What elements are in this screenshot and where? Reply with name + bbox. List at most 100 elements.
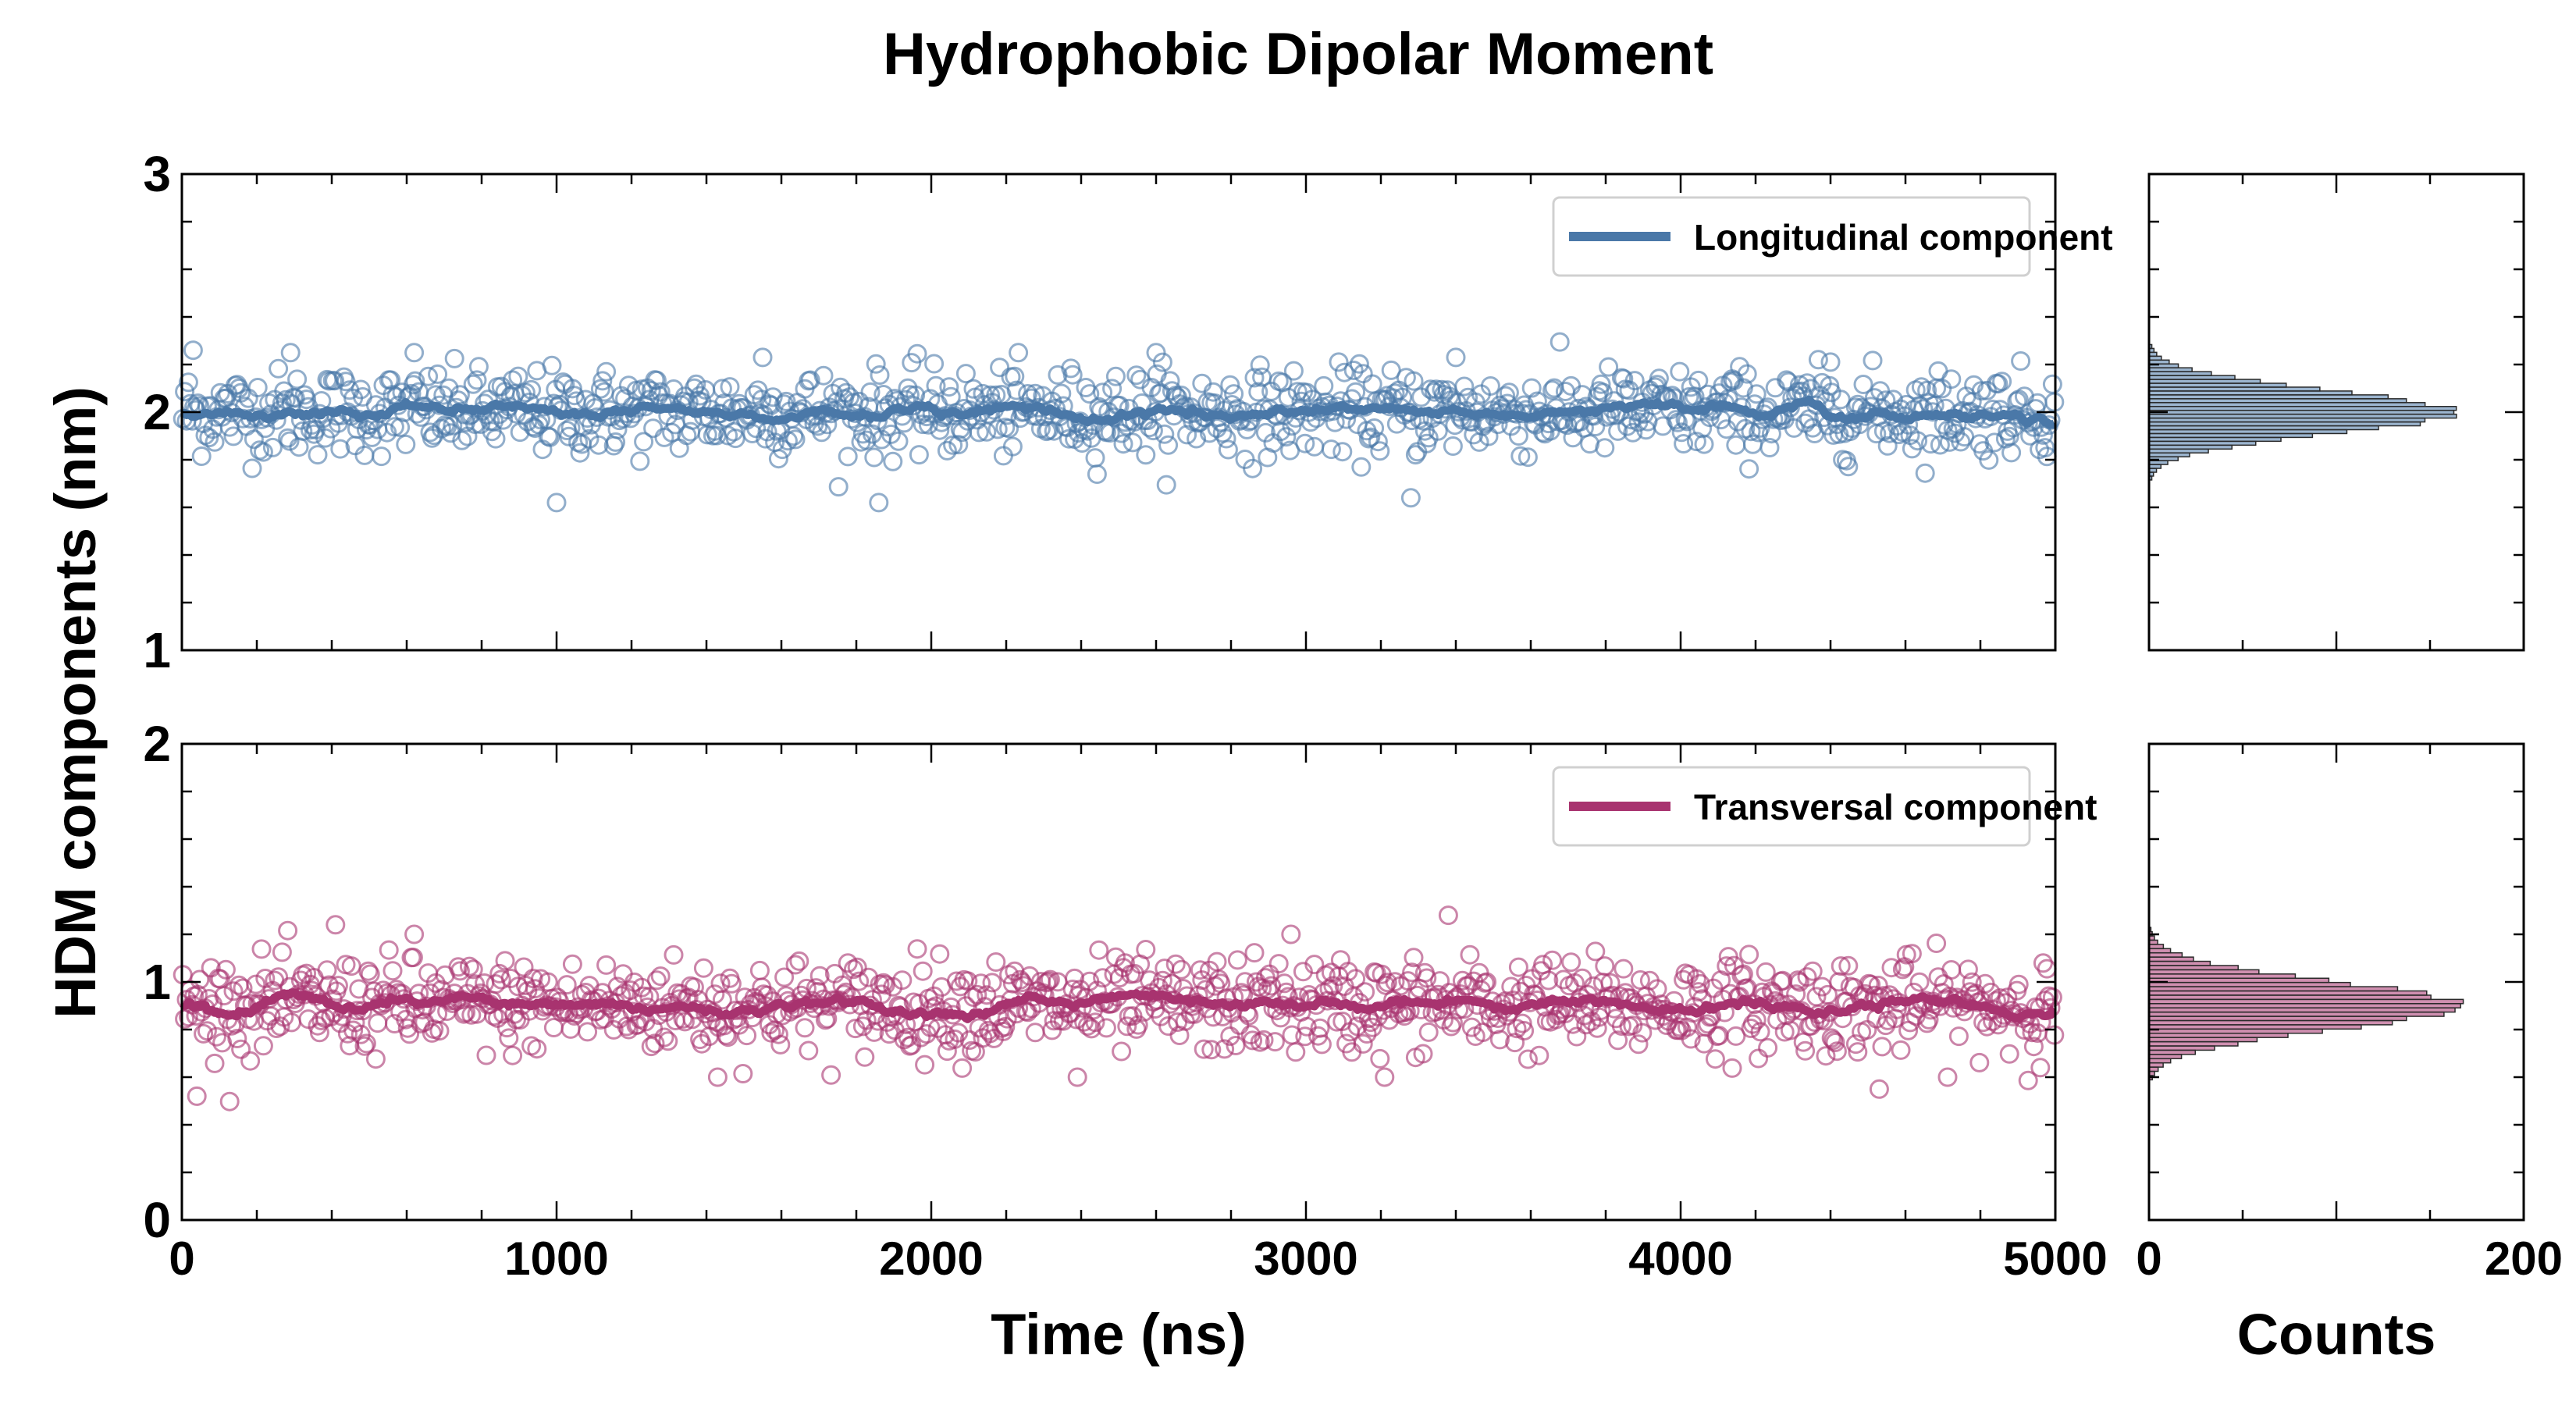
data-point [1686,969,1706,989]
data-point [828,477,849,497]
data-point [1671,422,1692,443]
data-point [716,1025,736,1045]
x-tick-label: 1000 [504,1232,608,1285]
data-point [1909,972,1930,992]
data-point [1025,1023,1045,1043]
data-point [372,446,392,467]
data-point [969,1018,989,1038]
hist-x-tick-label: 0 [2136,1232,2161,1285]
data-point [495,951,515,971]
data-point [1243,458,1263,478]
data-point [1868,976,1888,995]
data-point [1480,376,1500,396]
data-point [191,446,212,466]
data-point [1599,357,1619,377]
data-point [1674,434,1694,454]
data-point [269,967,289,987]
data-point [450,961,470,981]
data-point [1608,421,1628,441]
data-point [982,973,1002,993]
data-point [1845,1034,1866,1055]
data-point [287,369,308,389]
data-point [190,969,210,990]
data-point [712,990,732,1010]
data-point [503,1045,523,1065]
data-point [955,364,976,384]
data-point [1227,950,1247,970]
histogram-bar [2148,1003,2461,1008]
data-point [1780,1020,1800,1040]
data-point [1973,1012,1994,1033]
data-point [1268,954,1289,974]
running-average-line [180,988,2057,1023]
data-point [491,969,511,990]
data-point [1254,1030,1274,1050]
data-point [297,389,317,410]
longitudinal-histogram-panel [2147,173,2525,652]
data-point [1517,1049,1538,1069]
data-point [187,1086,207,1106]
data-point [813,365,834,386]
data-point [1156,475,1176,495]
data-point [1737,364,1757,384]
histogram-bar [2148,956,2194,962]
data-point [1417,968,1437,988]
data-point [242,458,262,478]
data-point [1051,383,1072,404]
x-tick-label: 2000 [879,1232,983,1285]
data-point [1690,973,1710,994]
data-point [317,960,337,980]
data-point [270,1016,290,1037]
data-point [1113,434,1133,454]
data-point [244,429,264,450]
data-point [918,414,938,435]
data-point [1595,956,1615,976]
data-point [523,969,543,989]
data-point [930,944,950,964]
data-point [899,385,920,405]
data-point [1941,369,1962,389]
histogram-bar [2148,1040,2239,1047]
data-point [1623,422,1643,443]
data-point [761,1023,781,1043]
data-point [486,429,506,449]
data-point [1507,1019,1527,1039]
data-point [1872,1037,1892,1057]
data-point [1105,366,1126,386]
data-point [1018,384,1038,404]
data-point [1304,955,1325,975]
histogram-bar [2148,951,2183,958]
legend-label: Transversal component [1694,787,2097,827]
data-point [1838,457,1859,477]
histogram-bar [2148,939,2158,945]
data-point [384,417,404,437]
data-point [278,920,298,941]
data-point [1295,433,1315,454]
x-axis-label-time: Time (ns) [991,1302,1247,1367]
data-point [1235,972,1255,992]
data-point [1400,488,1421,508]
data-point [1334,362,1354,382]
data-point [1863,350,1883,371]
data-point [1802,961,1823,981]
data-point [429,1021,450,1041]
scatter-points [173,332,2065,513]
data-point [557,975,577,995]
data-point [1733,964,1753,984]
data-point [330,439,350,459]
data-point [382,961,403,981]
data-point [1892,959,1912,980]
data-point [1848,1042,1868,1062]
data-point [215,959,236,980]
data-point [1797,373,1817,393]
data-point [1454,376,1475,397]
data-point [223,426,244,446]
data-point [1377,973,1397,993]
data-point [1514,1021,1535,1040]
data-point [404,343,425,363]
data-point [603,1019,624,1040]
data-point [1695,1017,1716,1037]
data-point [654,1027,674,1048]
data-point [1611,1016,1631,1036]
data-point [1250,355,1270,375]
